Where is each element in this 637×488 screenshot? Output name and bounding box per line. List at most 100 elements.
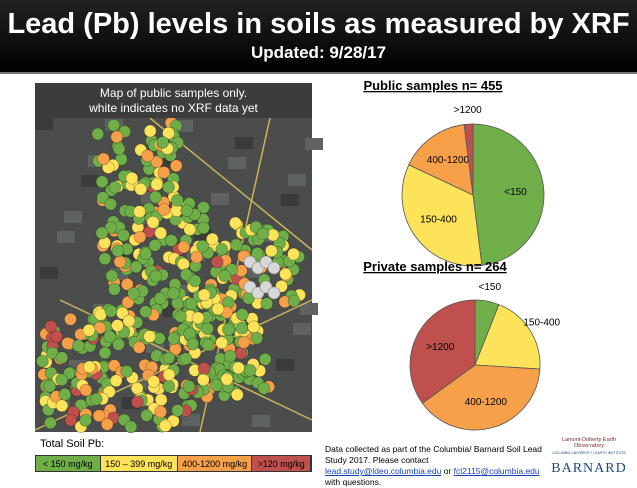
map-sample xyxy=(149,190,162,204)
map-sample xyxy=(131,395,144,409)
map-sample xyxy=(36,354,49,368)
map-sample xyxy=(100,418,114,431)
map-sample xyxy=(72,339,85,353)
map-sample xyxy=(236,308,249,321)
map-block xyxy=(64,211,82,223)
map-sample xyxy=(157,203,171,216)
map-sample xyxy=(122,314,136,328)
map-sample xyxy=(231,388,244,402)
map-sample xyxy=(258,352,272,366)
slice-label: 400-1200 xyxy=(427,155,470,166)
map-sample xyxy=(153,291,167,305)
slice-label: <150 xyxy=(504,187,527,198)
map-sample xyxy=(197,288,211,302)
map-sample xyxy=(43,379,57,393)
legend-item: 400-1200 mg/kg xyxy=(177,456,253,471)
map-sample xyxy=(139,305,152,318)
pie-slice xyxy=(474,304,541,370)
map-sample xyxy=(162,379,175,393)
map-sample xyxy=(184,297,198,311)
map-sample xyxy=(50,330,64,343)
legend: < 150 mg/kg 150 – 399 mg/kg 400-1200 mg/kg… xyxy=(35,455,312,472)
map-sample xyxy=(64,413,78,427)
map-sample xyxy=(162,351,176,365)
map-sample xyxy=(82,323,96,337)
map-sample xyxy=(191,311,205,325)
map-sample xyxy=(234,346,248,360)
map-block xyxy=(35,118,53,130)
map-sample xyxy=(95,175,109,189)
map-sample xyxy=(197,201,210,214)
map-sample xyxy=(147,375,160,388)
map-block xyxy=(182,414,200,426)
logo-line: Lamont-Doherty Earth Observatory xyxy=(561,437,617,449)
map-block xyxy=(288,174,306,186)
map-sample xyxy=(174,310,187,323)
slice-label: <150 xyxy=(479,282,502,293)
header: Lead (Pb) levels in soils as measured by… xyxy=(0,0,637,74)
map-sample xyxy=(162,126,175,140)
map-sample xyxy=(133,230,147,244)
footer-text: with questions. xyxy=(325,477,382,487)
legend-item: < 150 mg/kg xyxy=(36,456,101,471)
slice-label: >1200 xyxy=(426,342,455,353)
pie-slice xyxy=(421,364,541,431)
map-sample xyxy=(121,277,134,291)
map-sample xyxy=(97,152,110,166)
map-sample xyxy=(156,136,169,149)
map-sample xyxy=(256,227,270,240)
map-sample xyxy=(143,330,156,343)
map-sample xyxy=(196,239,209,253)
map-sample xyxy=(169,159,183,173)
logo: Lamont-Doherty Earth Observatory COLUMBI… xyxy=(548,437,630,477)
map-block xyxy=(276,359,294,371)
map-sample xyxy=(201,338,215,352)
map-block xyxy=(235,137,253,149)
map-sample xyxy=(232,361,245,375)
map-sample xyxy=(220,372,234,386)
map-sample xyxy=(210,378,223,392)
legend-title: Total Soil Pb: xyxy=(40,438,105,450)
legend-item: 150 – 399 mg/kg xyxy=(100,456,178,471)
map-sample xyxy=(132,341,146,354)
map-sample xyxy=(111,319,124,332)
map-sample xyxy=(243,364,257,377)
map-sample xyxy=(103,330,117,343)
map-sample xyxy=(129,260,143,274)
map-sample xyxy=(111,244,125,258)
map-sample xyxy=(104,304,118,318)
slice-label: 150-400 xyxy=(420,215,457,226)
email-link[interactable]: lead.study@ldeo.columbia.edu xyxy=(325,466,442,476)
map-block xyxy=(300,303,318,315)
slice-label: 400-1200 xyxy=(465,397,508,408)
map-sample xyxy=(159,419,172,433)
map-sample xyxy=(83,360,96,374)
charts: Public samples n= 455 <150 150-400 400-1200… xyxy=(34,78,560,434)
map-sample xyxy=(143,124,157,138)
map-sample xyxy=(157,166,171,179)
chart-title: Private samples n= 264 xyxy=(363,259,507,274)
map-sample xyxy=(162,368,176,382)
map-sample xyxy=(177,240,191,254)
legend-item: >120 mg/kg xyxy=(252,456,311,471)
map-sample xyxy=(112,142,126,155)
map-block xyxy=(293,323,311,335)
map-sample xyxy=(133,205,146,218)
map-sample-nodata xyxy=(267,261,281,275)
email-link[interactable]: fcl2115@columbia.edu xyxy=(453,466,540,476)
map-sample xyxy=(154,226,167,240)
map-sample xyxy=(107,118,121,132)
map-sample xyxy=(215,336,228,350)
logo-line: BARNARD xyxy=(551,461,627,476)
map-sample xyxy=(183,223,197,236)
map-sample xyxy=(79,414,92,427)
map-sample xyxy=(222,323,235,336)
map-sample xyxy=(215,243,229,256)
map-sample xyxy=(182,380,196,393)
map-sample xyxy=(79,383,93,397)
pie-slice xyxy=(408,124,474,196)
map-caption: Map of public samples only. white indica… xyxy=(35,83,312,118)
map-sample xyxy=(264,244,278,258)
map-block xyxy=(228,157,246,169)
map-sample xyxy=(287,247,300,261)
